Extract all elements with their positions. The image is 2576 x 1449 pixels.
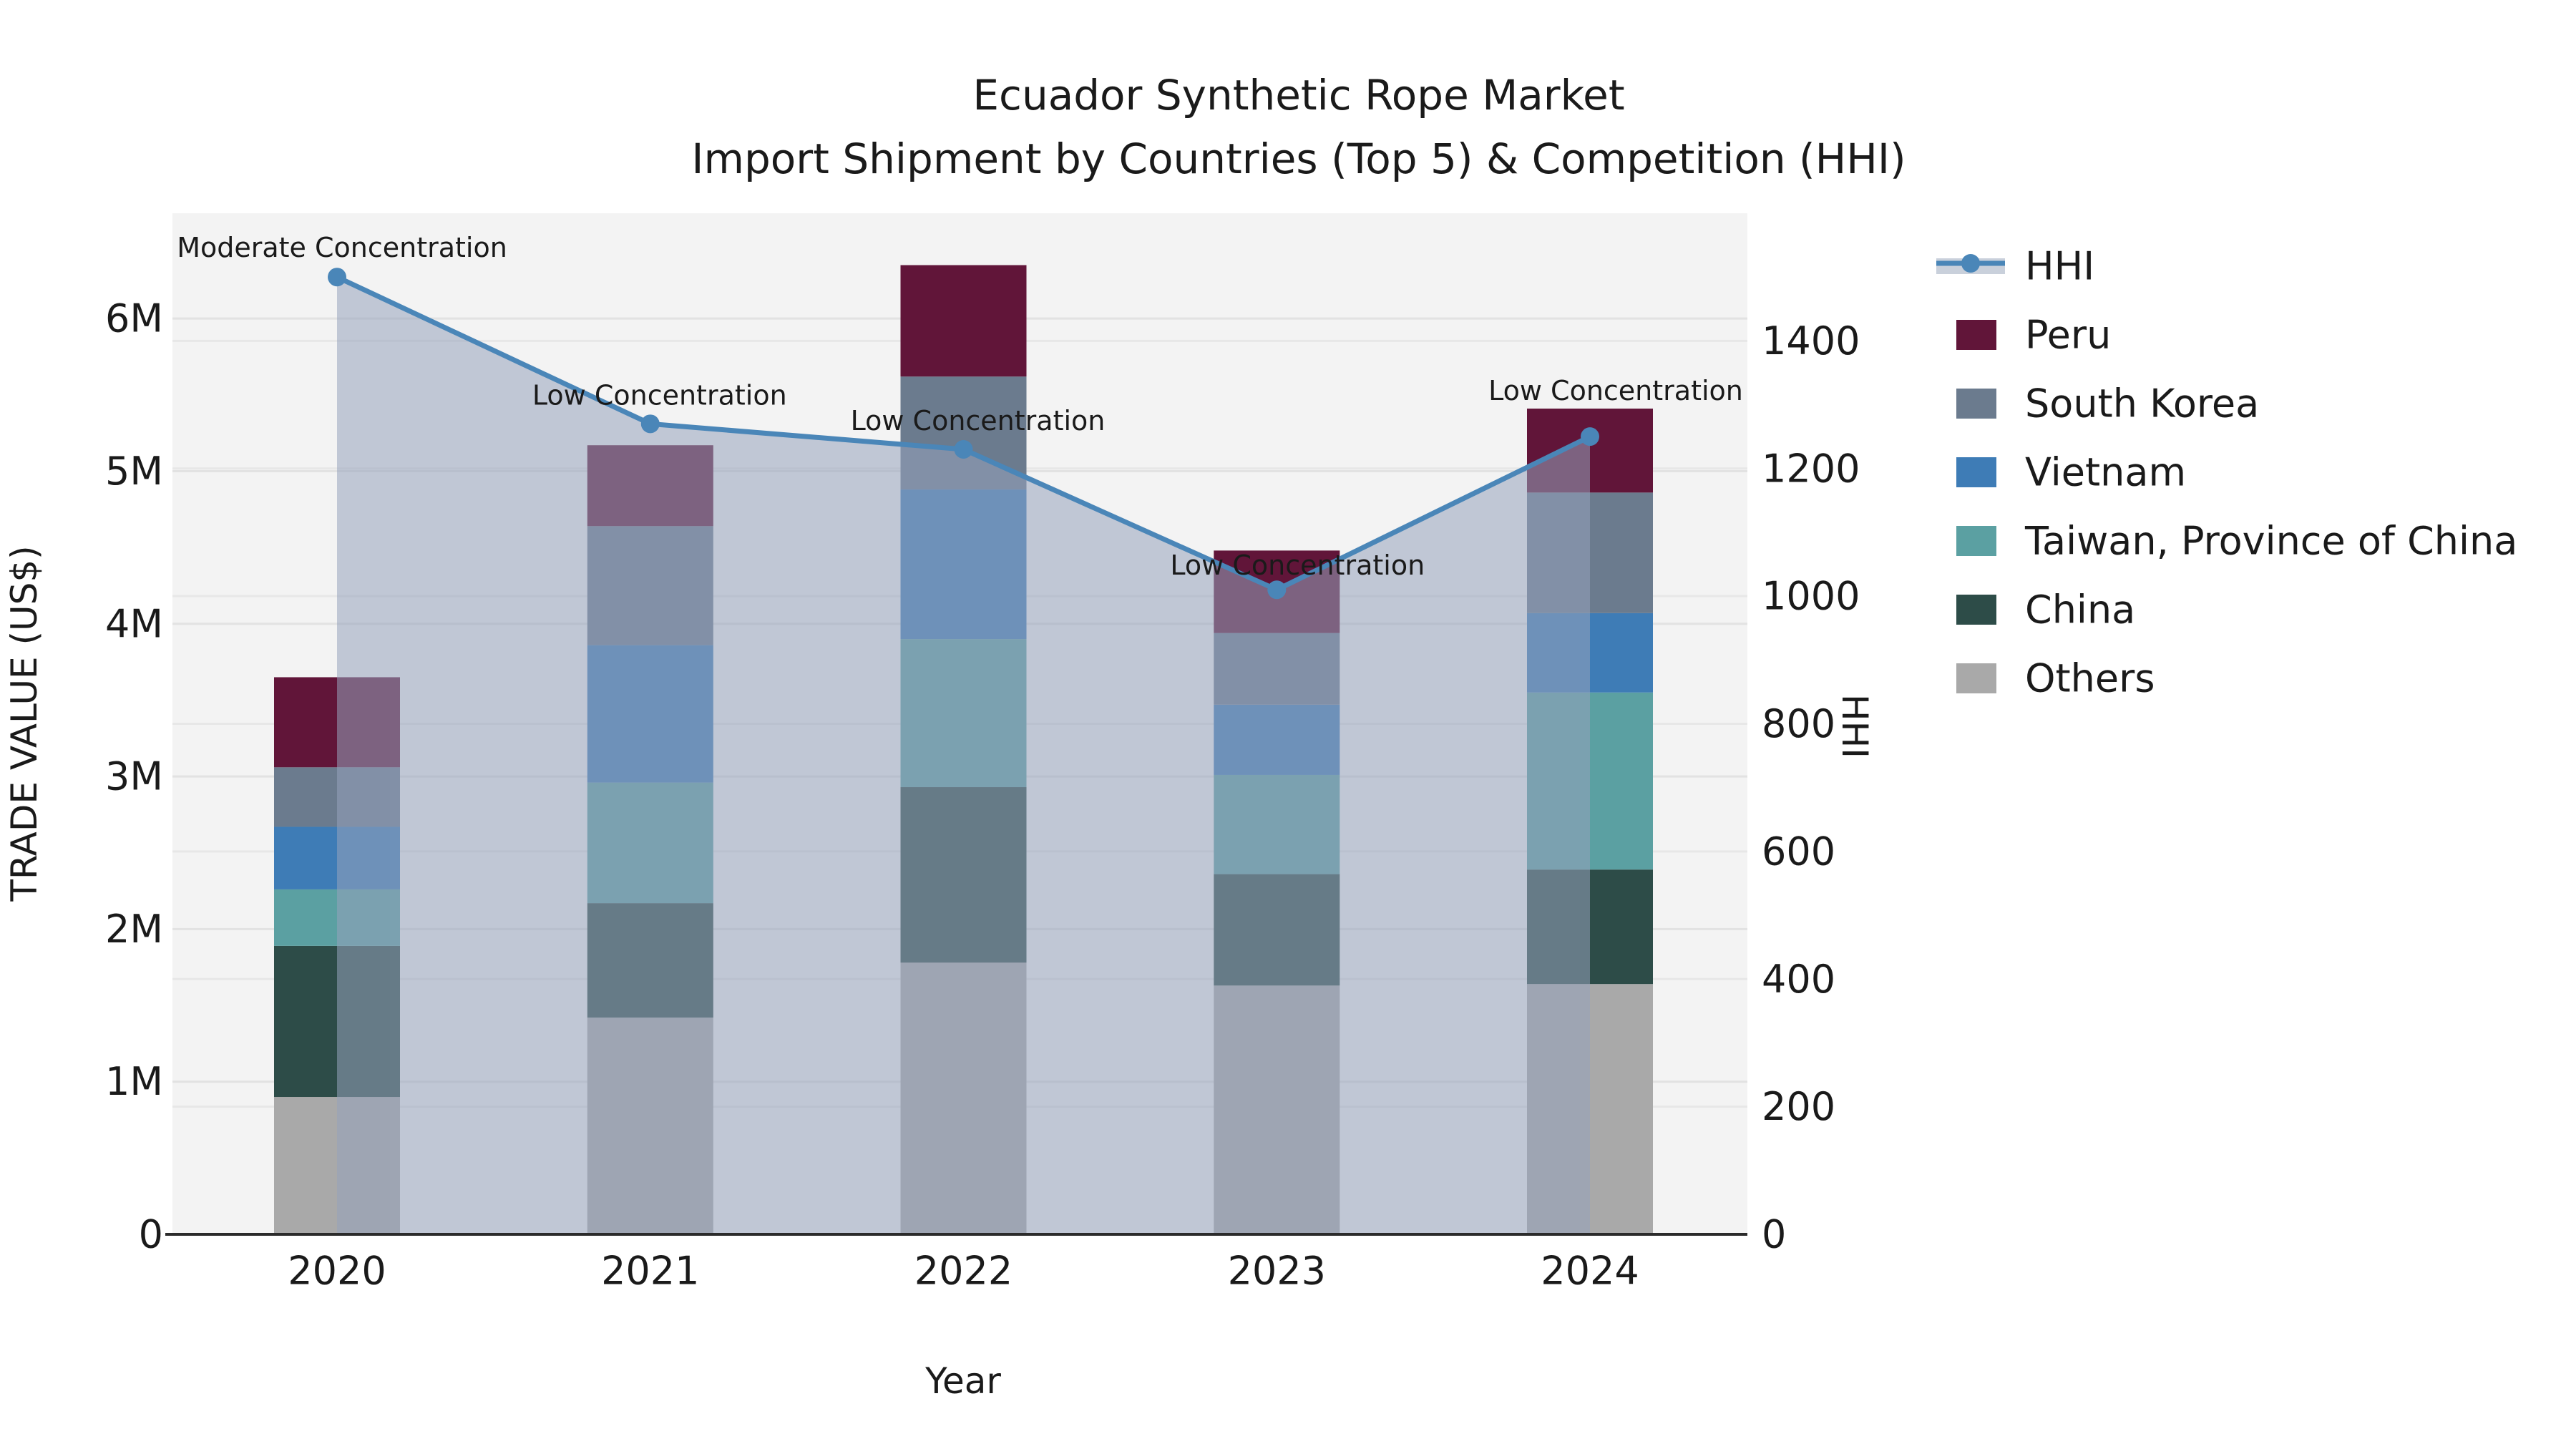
hhi-point-2021	[640, 414, 660, 434]
x-tick-2024: 2024	[1541, 1249, 1639, 1294]
y-right-tick-1400: 1400	[1762, 318, 1860, 364]
legend-item-peru: Peru	[1956, 313, 2111, 358]
legend-hhi-marker-icon	[1961, 254, 1980, 273]
annotation-2023: Low Concentration	[1170, 550, 1425, 581]
axes-layer: 0 1M 2M 3M 4M 5M 6M 0 200 400 600 800 1000 1200 1400 20…	[105, 296, 1860, 1294]
legend-label: Taiwan, Province of China	[2024, 519, 2517, 564]
y-left-tick-4M: 4M	[105, 601, 163, 646]
hhi-area-fill	[337, 277, 1590, 1234]
chart-title-line1: Ecuador Synthetic Rope Market	[972, 71, 1624, 119]
y-right-tick-800: 800	[1762, 701, 1835, 746]
bar-segment-peru-2022	[900, 265, 1027, 377]
y-left-tick-5M: 5M	[105, 449, 163, 494]
y-right-tick-600: 600	[1762, 829, 1835, 874]
legend: HHI Peru South Korea Vietnam Taiwan, Provinc…	[1936, 244, 2517, 701]
annotation-2024: Low Concentration	[1488, 375, 1743, 406]
legend-color-swatch	[1956, 389, 1996, 419]
legend-color-swatch	[1956, 457, 1996, 487]
legend-item-china: China	[1956, 587, 2135, 633]
y-right-tick-200: 200	[1762, 1084, 1835, 1129]
x-tick-2023: 2023	[1228, 1249, 1326, 1294]
legend-color-swatch	[1956, 663, 1996, 693]
legend-label: China	[2025, 587, 2135, 633]
legend-label: South Korea	[2025, 381, 2259, 426]
y-left-tick-6M: 6M	[105, 296, 163, 341]
y-right-tick-400: 400	[1762, 957, 1835, 1002]
y-left-tick-0: 0	[139, 1212, 163, 1257]
legend-item-vietnam: Vietnam	[1956, 450, 2186, 495]
x-tick-2022: 2022	[914, 1249, 1013, 1294]
x-tick-2020: 2020	[288, 1249, 386, 1294]
legend-item-hhi: HHI	[1936, 244, 2094, 289]
legend-color-swatch	[1956, 595, 1996, 625]
legend-label: Peru	[2025, 313, 2111, 358]
legend-item-south-korea: South Korea	[1956, 381, 2259, 426]
annotations-layer: Moderate Concentration Low Concentration L…	[177, 232, 1743, 581]
annotation-2022: Low Concentration	[851, 405, 1106, 436]
y-right-tick-0: 0	[1762, 1212, 1786, 1257]
x-tick-2021: 2021	[601, 1249, 699, 1294]
legend-label: Vietnam	[2025, 450, 2186, 495]
hhi-line-layer	[328, 268, 1599, 600]
legend-label: Others	[2025, 656, 2155, 701]
hhi-point-2020	[328, 268, 346, 287]
annotation-2020: Moderate Concentration	[177, 232, 507, 263]
y-left-tick-1M: 1M	[105, 1059, 163, 1104]
annotation-2021: Low Concentration	[532, 379, 787, 411]
y-left-tick-2M: 2M	[105, 907, 163, 952]
legend-label: HHI	[2025, 244, 2094, 289]
y-right-tick-1200: 1200	[1762, 446, 1860, 491]
legend-color-swatch	[1956, 526, 1996, 556]
legend-item-taiwan-province-of-china: Taiwan, Province of China	[1956, 519, 2517, 564]
hhi-point-2024	[1581, 427, 1599, 447]
legend-item-others: Others	[1956, 656, 2155, 701]
x-axis-label: Year	[924, 1360, 1001, 1402]
y-axis-left-label: TRADE VALUE (US$)	[4, 545, 45, 902]
y-right-tick-1000: 1000	[1762, 574, 1860, 619]
hhi-area-layer	[337, 277, 1590, 1234]
legend-color-swatch	[1956, 320, 1996, 350]
hhi-point-2022	[954, 439, 973, 459]
chart-title-line2: Import Shipment by Countries (Top 5) & C…	[691, 135, 1906, 183]
y-left-tick-3M: 3M	[105, 754, 163, 799]
y-axis-right-label: HHI	[1834, 694, 1875, 758]
hhi-point-2023	[1267, 580, 1287, 600]
